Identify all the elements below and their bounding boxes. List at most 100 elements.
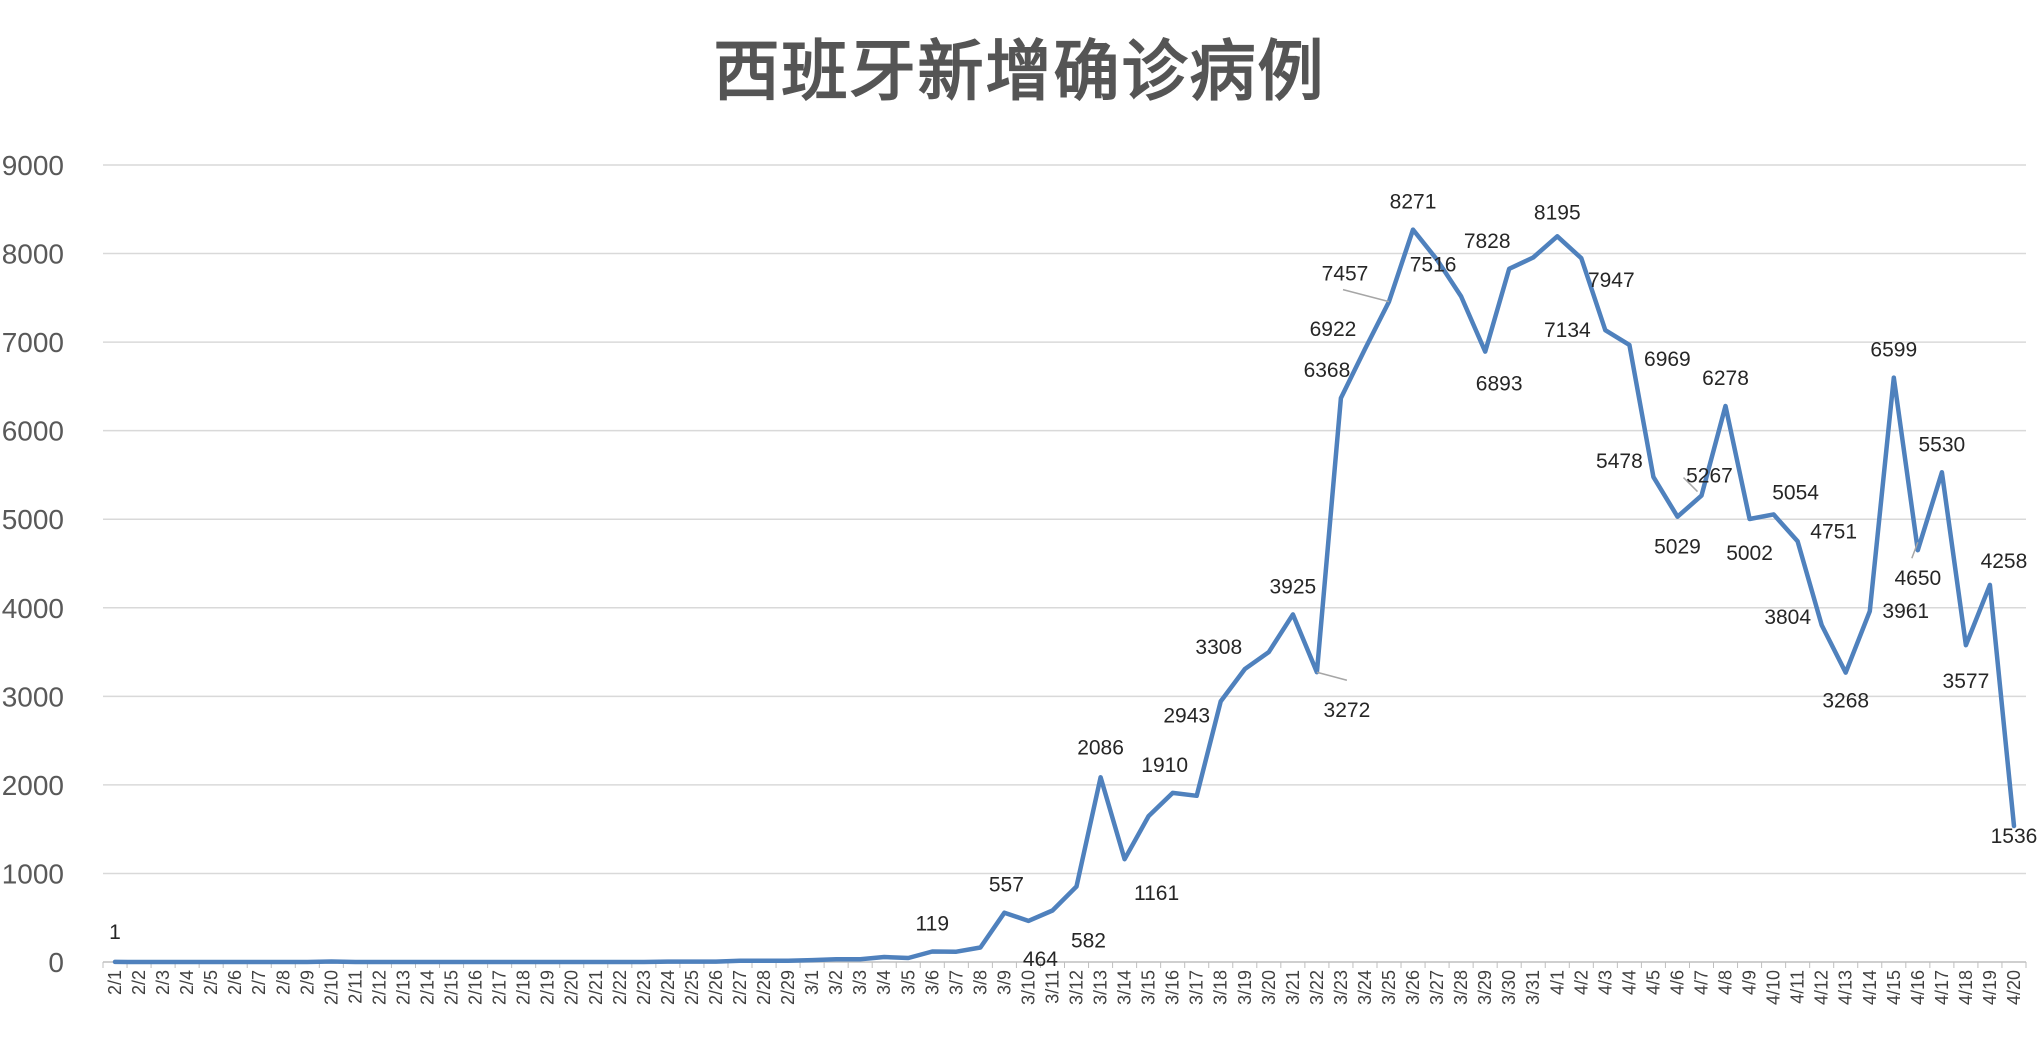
- x-tick-label: 4/2: [1571, 970, 1591, 995]
- x-tick-label: 3/2: [826, 970, 846, 995]
- x-tick-label: 4/17: [1932, 970, 1952, 1005]
- y-tick-label: 5000: [2, 504, 64, 535]
- data-label: 5267: [1686, 465, 1733, 488]
- data-label: 5054: [1772, 481, 1819, 504]
- data-label: 6599: [1870, 339, 1917, 362]
- x-tick-label: 3/12: [1067, 970, 1087, 1005]
- gridlines: [103, 164, 2026, 875]
- y-tick-label: 1000: [2, 858, 64, 889]
- x-tick-label: 3/10: [1018, 970, 1038, 1005]
- data-label: 3804: [1764, 606, 1811, 629]
- data-label: 119: [916, 912, 949, 935]
- x-tick-label: 4/20: [2004, 970, 2024, 1005]
- x-tick-label: 2/4: [177, 970, 197, 995]
- data-label: 2086: [1077, 736, 1124, 759]
- data-label: 6922: [1310, 318, 1357, 341]
- x-tick-label: 4/18: [1956, 970, 1976, 1005]
- x-tick-label: 3/4: [874, 970, 894, 995]
- x-tick-label: 4/11: [1788, 970, 1808, 1004]
- x-tick-label: 2/5: [201, 970, 221, 995]
- x-tick-label: 2/3: [153, 970, 173, 995]
- y-axis: 0 1000 2000 3000 4000 5000 6000 7000 8000 9000: [2, 150, 64, 978]
- data-label: 4751: [1810, 520, 1857, 543]
- x-tick-label: 3/15: [1139, 970, 1159, 1005]
- data-label: 3925: [1269, 575, 1316, 598]
- y-tick-label: 6000: [2, 416, 64, 447]
- x-tick-label: 2/2: [129, 970, 149, 995]
- series: [112, 227, 2017, 965]
- x-tick-label: 2/1: [105, 970, 125, 995]
- data-label: 4258: [1981, 550, 2028, 573]
- data-label: 3577: [1943, 670, 1990, 693]
- x-tick-label: 2/14: [418, 970, 438, 1005]
- x-tick-label: 4/14: [1860, 970, 1880, 1005]
- data-label: 582: [1071, 929, 1106, 952]
- x-tick-label: 4/4: [1619, 970, 1639, 995]
- x-tick-label: 3/27: [1427, 970, 1447, 1005]
- x-tick-label: 2/29: [778, 970, 798, 1005]
- x-tick-label: 2/7: [249, 970, 269, 995]
- data-label: 5478: [1596, 450, 1643, 473]
- x-tick-label: 3/7: [946, 970, 966, 995]
- x-tick-label: 3/13: [1091, 970, 1111, 1005]
- leader-line: [1316, 671, 1348, 681]
- x-tick-label: 4/16: [1908, 970, 1928, 1005]
- x-tick-label: 4/8: [1716, 970, 1736, 995]
- data-label: 3272: [1324, 699, 1371, 722]
- data-label: 5530: [1919, 433, 1966, 456]
- data-label: 557: [989, 874, 1024, 897]
- data-labels: 1 119 557 464 582 2086 1161 1910 2943 3308 3925 327…: [109, 191, 2037, 971]
- x-tick-label: 2/13: [393, 970, 413, 1005]
- x-tick-label: 3/26: [1403, 970, 1423, 1005]
- x-tick-label: 3/30: [1499, 970, 1519, 1005]
- x-tick-label: 4/15: [1884, 970, 1904, 1005]
- data-label: 1: [109, 921, 121, 944]
- x-tick-label: 3/9: [994, 970, 1014, 995]
- data-label: 464: [1023, 948, 1058, 971]
- y-tick-label: 4000: [2, 593, 64, 624]
- x-tick-label: 3/11: [1042, 970, 1062, 1004]
- x-tick-label: 3/16: [1163, 970, 1183, 1005]
- x-tick-label: 2/23: [634, 970, 654, 1005]
- x-tick-label: 3/19: [1235, 970, 1255, 1005]
- data-label: 7516: [1410, 253, 1457, 276]
- x-tick-label: 4/5: [1643, 970, 1663, 995]
- data-label: 3961: [1882, 600, 1929, 623]
- x-tick-label: 2/15: [442, 970, 462, 1005]
- data-label: 1536: [1991, 825, 2038, 848]
- data-label: 1161: [1134, 882, 1179, 905]
- x-tick-label: 2/20: [562, 970, 582, 1005]
- x-axis: 2/1 2/2 2/3 2/4 2/5 2/6 2/7 2/8 2/9 2/10 2/11 2/12 2…: [102, 961, 2027, 1005]
- x-tick-label: 3/31: [1523, 970, 1543, 1005]
- x-tick-label: 3/20: [1259, 970, 1279, 1005]
- x-tick-label: 2/6: [225, 970, 245, 995]
- x-tick-label: 3/3: [850, 970, 870, 995]
- x-tick-label: 3/25: [1379, 970, 1399, 1005]
- data-label: 3268: [1822, 690, 1869, 713]
- x-tick-label: 2/18: [514, 970, 534, 1005]
- data-label: 5029: [1654, 536, 1701, 559]
- x-tick-label: 4/9: [1740, 970, 1760, 995]
- x-tick-label: 2/16: [466, 970, 486, 1005]
- x-tick-label: 3/21: [1283, 970, 1303, 1005]
- x-tick-label: 3/1: [802, 970, 822, 995]
- x-tick-label: 2/25: [682, 970, 702, 1005]
- y-tick-label: 7000: [2, 327, 64, 358]
- x-tick-label: 3/14: [1115, 970, 1135, 1005]
- x-tick-label: 2/12: [369, 970, 389, 1005]
- data-label: 6893: [1476, 373, 1523, 396]
- data-label: 8195: [1534, 201, 1581, 224]
- data-label: 3308: [1195, 636, 1242, 659]
- x-tick-label: 4/3: [1595, 970, 1615, 995]
- x-tick-label: 2/9: [297, 970, 317, 995]
- leader-line: [1911, 541, 1919, 559]
- x-tick-label: 3/8: [970, 970, 990, 995]
- x-tick-label: 3/18: [1211, 970, 1231, 1005]
- x-tick-label: 3/23: [1331, 970, 1351, 1005]
- x-tick-label: 2/27: [730, 970, 750, 1005]
- data-label: 8271: [1390, 191, 1437, 214]
- y-tick-label: 8000: [2, 239, 64, 270]
- data-label: 1910: [1141, 754, 1188, 777]
- x-tick-label: 3/29: [1475, 970, 1495, 1005]
